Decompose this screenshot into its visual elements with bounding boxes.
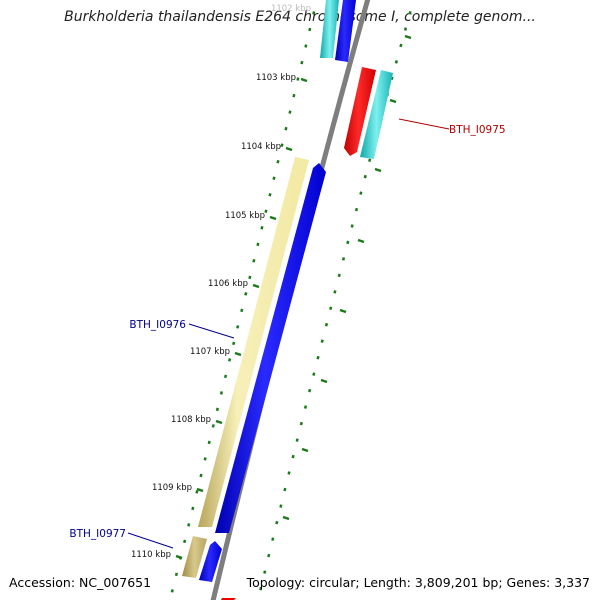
outer-major-tick-8: [282, 515, 290, 521]
cds-bth-i0975-arrow: [344, 67, 376, 156]
outer-major-tick-4: [357, 238, 365, 244]
gene-label-bth-i0975[interactable]: BTH_I0975: [449, 124, 506, 136]
cds-bth-i0977-arrow: [199, 541, 222, 582]
tick-label-1110: 1110 kbp: [131, 550, 171, 560]
tick-label-1105: 1105 kbp: [225, 211, 265, 221]
label-leader-bth-i0975: [398, 118, 450, 130]
label-leader-bth-i0976: [188, 323, 235, 339]
outer-major-tick-7: [301, 447, 309, 453]
outer-major-tick-2: [389, 98, 397, 104]
gene-bth-i0977-body: [182, 536, 207, 578]
major-tick-1109: [196, 487, 204, 493]
tick-label-1108: 1108 kbp: [171, 415, 211, 425]
outer-major-tick-6: [320, 378, 328, 384]
major-tick-1108: [215, 419, 223, 425]
major-tick-1106: [252, 283, 260, 289]
label-leader-bth-i0977: [127, 532, 174, 549]
inner-tick-ring: [168, 0, 319, 600]
major-tick-1105: [269, 215, 277, 221]
outer-major-tick-5: [339, 308, 347, 314]
tick-label-1109: 1109 kbp: [152, 483, 192, 493]
major-tick-1107: [234, 351, 242, 357]
gene-forward-top: [320, 0, 339, 58]
major-tick-1104: [285, 146, 293, 152]
outer-major-tick-3: [374, 167, 382, 173]
cds-forward-top: [335, 0, 356, 62]
gene-bth-i0976-body: [198, 157, 309, 527]
gene-label-bth-i0977[interactable]: BTH_I0977: [69, 528, 126, 540]
cds-bth-i0976-arrow: [215, 163, 326, 533]
major-tick-marks: [175, 77, 308, 560]
accession-text: Accession: NC_007651: [9, 575, 152, 590]
major-tick-1103: [300, 77, 308, 83]
major-tick-1110: [175, 554, 183, 560]
tick-label-1102: 1102 kbp: [271, 4, 311, 14]
outer-major-tick-marks: [282, 34, 412, 521]
genome-summary-text: Topology: circular; Length: 3,809,201 bp…: [246, 575, 590, 590]
tick-label-1104: 1104 kbp: [241, 142, 281, 152]
gene-bth-i0975-body: [360, 70, 393, 159]
tick-label-1107: 1107 kbp: [190, 347, 230, 357]
tick-label-1106: 1106 kbp: [208, 279, 248, 289]
outer-major-tick-1: [404, 34, 412, 40]
gene-label-bth-i0976[interactable]: BTH_I0976: [129, 319, 186, 331]
map-title: Burkholderia thailandensis E264 chromoso…: [64, 9, 536, 25]
tick-label-1103: 1103 kbp: [256, 73, 296, 83]
